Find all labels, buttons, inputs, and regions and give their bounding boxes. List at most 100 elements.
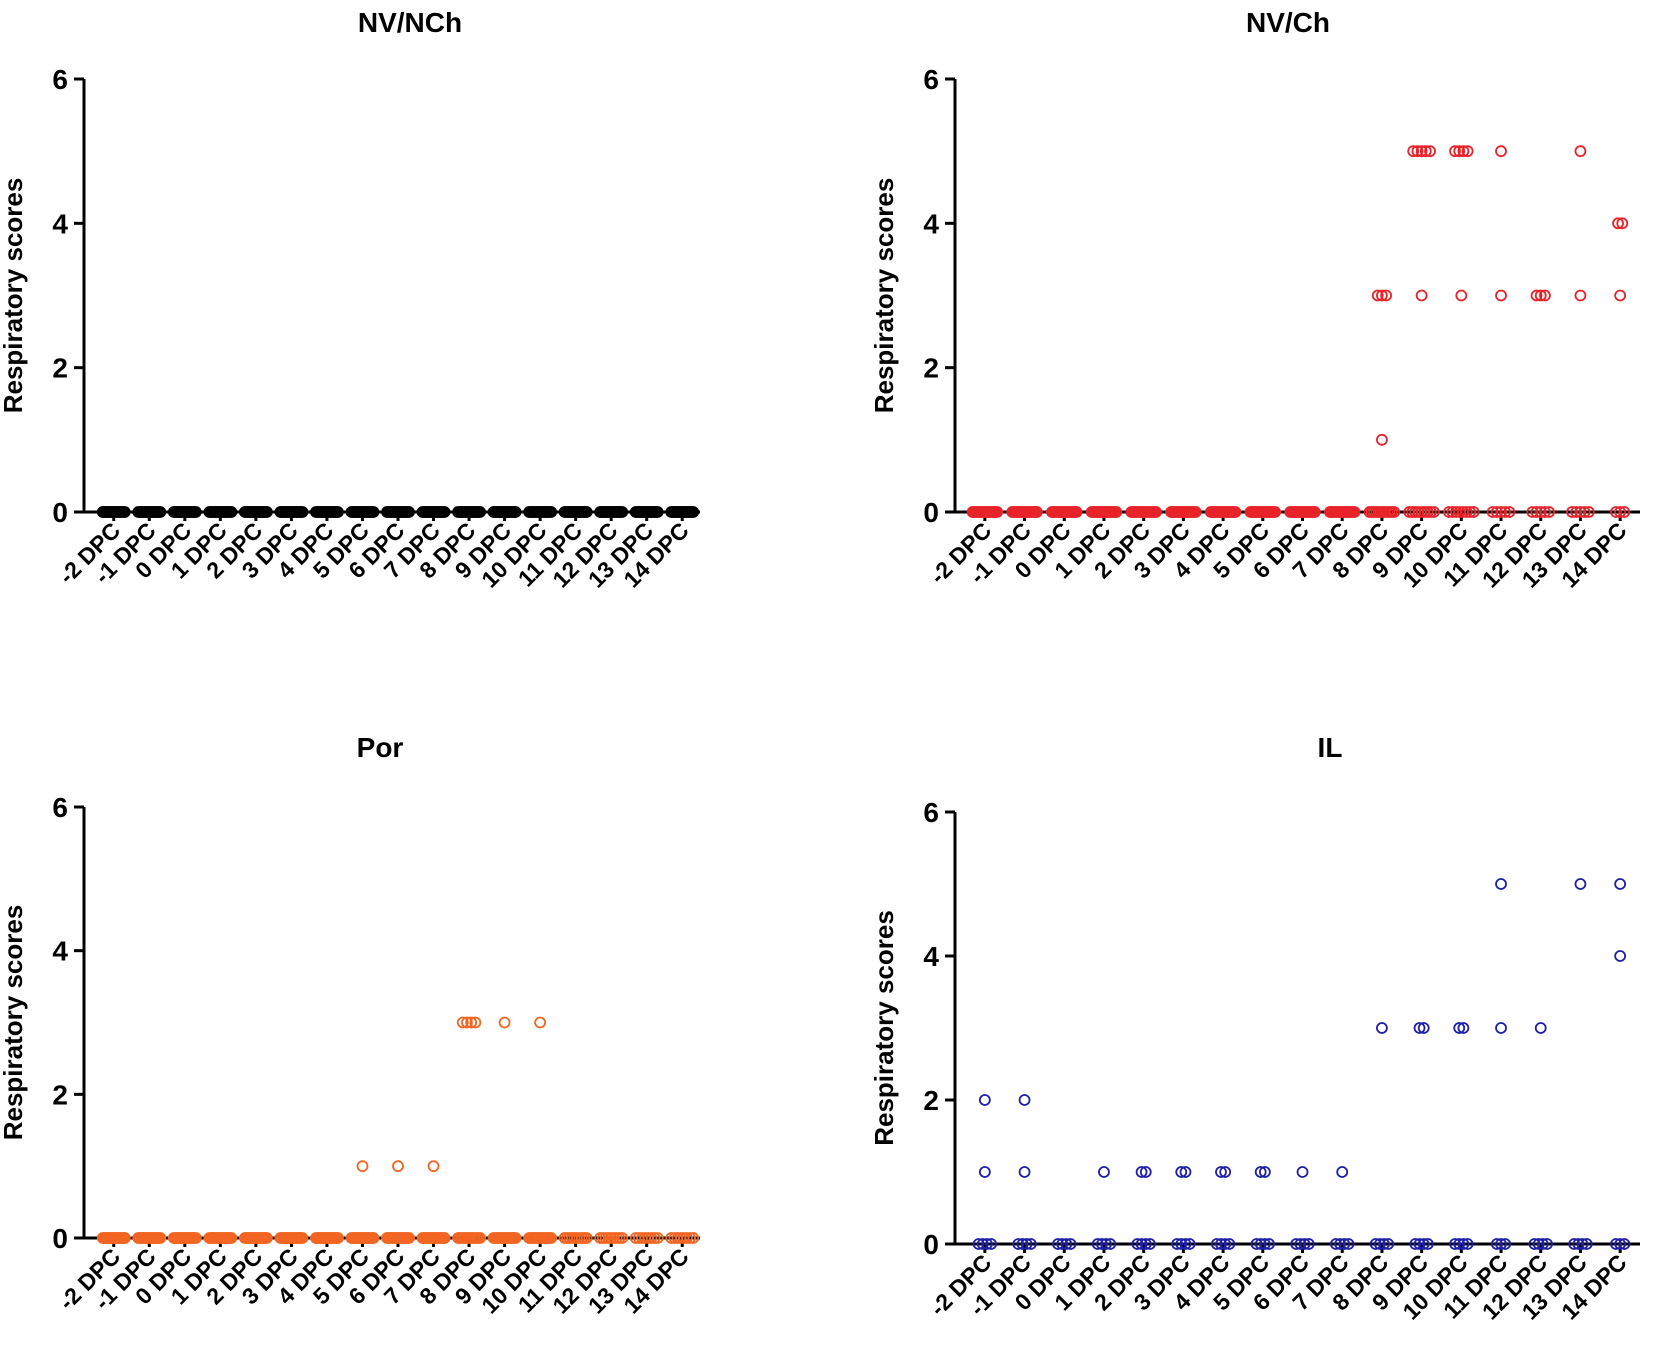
data-point (1415, 289, 1428, 302)
data-point (1189, 506, 1202, 518)
data-point (1171, 1238, 1183, 1250)
data-point (1503, 506, 1516, 518)
data-point (1572, 1238, 1585, 1250)
data-point (1457, 1238, 1470, 1250)
y-tick-label: 6 (52, 64, 68, 95)
data-point (648, 1232, 661, 1244)
data-point (509, 1232, 522, 1244)
data-point (1457, 145, 1470, 158)
data-point (1495, 1022, 1507, 1034)
data-point (1382, 1238, 1395, 1250)
data-point (1612, 217, 1624, 230)
y-tick-label: 4 (52, 208, 68, 239)
data-point (1534, 289, 1547, 302)
data-point (1453, 1238, 1466, 1250)
data-point (1574, 506, 1587, 518)
data-point (260, 506, 273, 518)
data-point (1424, 145, 1436, 158)
data-point (1582, 506, 1595, 518)
data-point (687, 506, 700, 518)
data-point (1258, 1166, 1271, 1178)
data-point (580, 1232, 593, 1244)
data-point (1415, 145, 1428, 158)
data-point (1539, 506, 1551, 518)
data-point (154, 1232, 167, 1244)
data-point (616, 1232, 629, 1244)
data-point (1175, 1238, 1188, 1250)
data-point (1258, 1238, 1271, 1250)
data-point (1020, 1238, 1033, 1250)
data-point (438, 506, 451, 518)
y-tick-label: 0 (923, 1229, 939, 1260)
y-tick-label: 0 (52, 497, 68, 528)
data-point (1539, 289, 1551, 302)
data-point (1574, 145, 1587, 158)
data-point (1215, 1166, 1227, 1178)
data-point (1139, 1238, 1152, 1250)
y-tick-label: 6 (52, 792, 68, 823)
data-point (616, 506, 629, 518)
data-point (1460, 506, 1473, 518)
data-point (1376, 433, 1388, 446)
data-point (1455, 289, 1468, 302)
data-point (1100, 1238, 1112, 1250)
data-point (1380, 289, 1393, 302)
data-point (1461, 145, 1474, 158)
data-point (1052, 1238, 1064, 1250)
data-point (1373, 1238, 1386, 1250)
data-point (461, 1016, 473, 1029)
data-point (1302, 1238, 1315, 1250)
chart-title: Por (357, 732, 404, 763)
data-point (545, 506, 558, 518)
data-point (1308, 506, 1321, 518)
data-point (1104, 1238, 1117, 1250)
data-point (1618, 1238, 1631, 1250)
data-point (154, 506, 167, 518)
data-point (469, 1016, 482, 1029)
data-point (1616, 217, 1629, 230)
data-point (1376, 1022, 1388, 1034)
data-point (332, 1232, 344, 1244)
data-point (1135, 1238, 1148, 1250)
data-point (403, 1232, 415, 1244)
data-point (1580, 1238, 1593, 1250)
data-point (1449, 1238, 1461, 1250)
data-point (509, 506, 522, 518)
data-point (1530, 506, 1543, 518)
data-point (1536, 1238, 1549, 1250)
data-point (1534, 1022, 1547, 1034)
data-point (1369, 1238, 1382, 1250)
data-point (1576, 1238, 1589, 1250)
data-point (1614, 878, 1627, 890)
data-point (1461, 1238, 1474, 1250)
y-tick-label: 4 (52, 936, 68, 967)
y-tick-label: 6 (923, 64, 939, 95)
data-point (1570, 506, 1583, 518)
data-point (332, 506, 344, 518)
data-point (1376, 289, 1388, 302)
data-point (1378, 1238, 1390, 1250)
data-point (981, 1238, 993, 1250)
data-point (1419, 145, 1432, 158)
data-point (1131, 1238, 1144, 1250)
data-point (474, 1232, 486, 1244)
data-point (1495, 289, 1507, 302)
data-point (1499, 1238, 1512, 1250)
data-point (1290, 1238, 1303, 1250)
data-point (1574, 289, 1587, 302)
data-point (1543, 506, 1556, 518)
data-point (1139, 1166, 1152, 1178)
data-point (1464, 506, 1477, 518)
data-point (1578, 506, 1591, 518)
data-point (1574, 878, 1587, 890)
data-point (1467, 506, 1480, 518)
data-point (985, 1238, 998, 1250)
data-point (1618, 506, 1631, 518)
data-point (1091, 1238, 1104, 1250)
data-point (1428, 506, 1440, 518)
y-axis-label: Respiratory scores (0, 178, 28, 414)
data-point (367, 506, 380, 518)
